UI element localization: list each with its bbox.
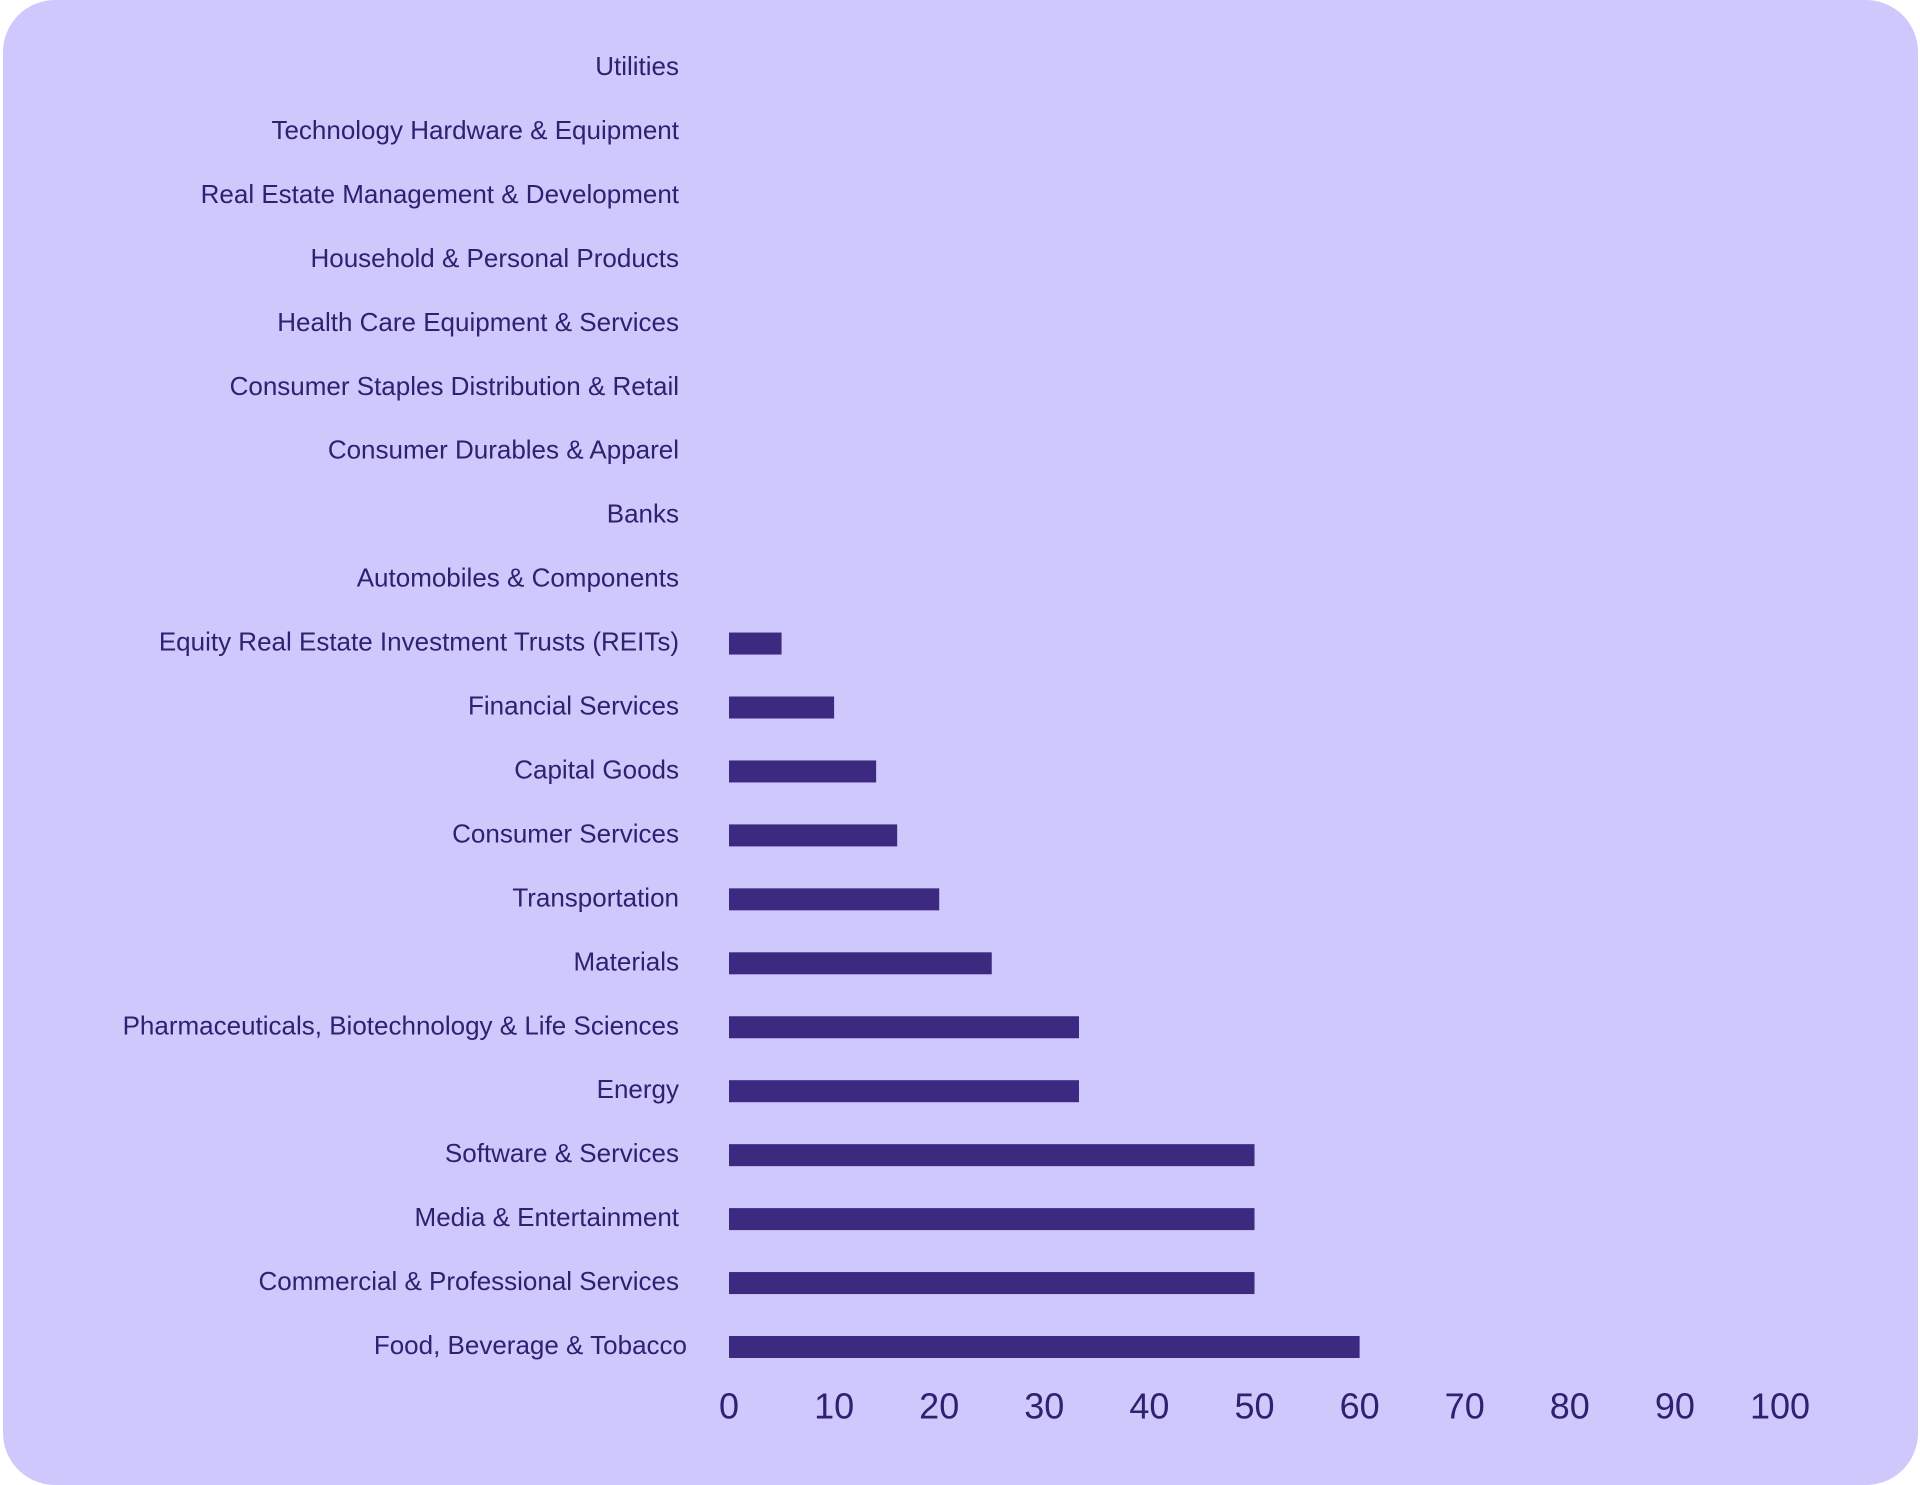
x-tick-label: 90	[1655, 1386, 1695, 1427]
category-label: Software & Services	[445, 1138, 679, 1168]
bars	[729, 632, 1360, 1358]
bar	[729, 1016, 1079, 1039]
x-tick-label: 30	[1024, 1386, 1064, 1427]
category-label: Consumer Durables & Apparel	[328, 435, 679, 465]
category-labels: Utilities Technology Hardware & Equipment…	[123, 51, 687, 1360]
category-label: Equity Real Estate Investment Trusts (RE…	[159, 627, 679, 657]
category-label: Automobiles & Components	[357, 563, 679, 593]
category-label: Consumer Services	[452, 818, 679, 848]
bar	[729, 760, 877, 783]
x-tick-label: 40	[1129, 1386, 1169, 1427]
bar	[729, 1336, 1360, 1358]
bar-chart: Utilities Technology Hardware & Equipment…	[3, 0, 1918, 1485]
x-tick-label: 20	[919, 1386, 959, 1427]
bar	[729, 1144, 1255, 1167]
category-label: Energy	[597, 1074, 679, 1104]
category-label: Transportation	[512, 882, 679, 912]
bar	[729, 1080, 1079, 1103]
chart-card: Utilities Technology Hardware & Equipment…	[3, 0, 1918, 1485]
chart-background	[3, 0, 1918, 1485]
category-label: Materials	[574, 946, 679, 976]
category-label: Food, Beverage & Tobacco	[374, 1330, 687, 1360]
x-tick-label: 60	[1340, 1386, 1380, 1427]
bar	[729, 888, 940, 911]
bar	[729, 696, 835, 719]
bar	[729, 632, 782, 655]
category-label: Consumer Staples Distribution & Retail	[230, 371, 679, 401]
category-label: Technology Hardware & Equipment	[271, 115, 679, 145]
category-label: Financial Services	[468, 691, 679, 721]
category-label: Pharmaceuticals, Biotechnology & Life Sc…	[123, 1010, 679, 1040]
category-label: Commercial & Professional Services	[259, 1266, 679, 1296]
x-tick-label: 70	[1445, 1386, 1485, 1427]
bar	[729, 1272, 1255, 1295]
x-tick-label: 10	[814, 1386, 854, 1427]
category-label: Household & Personal Products	[310, 243, 679, 273]
category-label: Media & Entertainment	[415, 1202, 680, 1232]
bar	[729, 1208, 1255, 1231]
x-tick-label: 0	[719, 1386, 739, 1427]
category-label: Health Care Equipment & Services	[277, 307, 679, 337]
x-tick-label: 50	[1234, 1386, 1274, 1427]
bar	[729, 824, 898, 847]
x-tick-label: 80	[1550, 1386, 1590, 1427]
category-label: Utilities	[595, 51, 679, 81]
category-label: Real Estate Management & Development	[201, 179, 680, 209]
bar	[729, 952, 992, 975]
category-label: Banks	[607, 499, 679, 529]
x-axis-ticks: 0 10 20 30 40 50 60 70 80 90 100	[719, 1386, 1810, 1427]
category-label: Capital Goods	[514, 754, 679, 784]
x-tick-label: 100	[1750, 1386, 1810, 1427]
